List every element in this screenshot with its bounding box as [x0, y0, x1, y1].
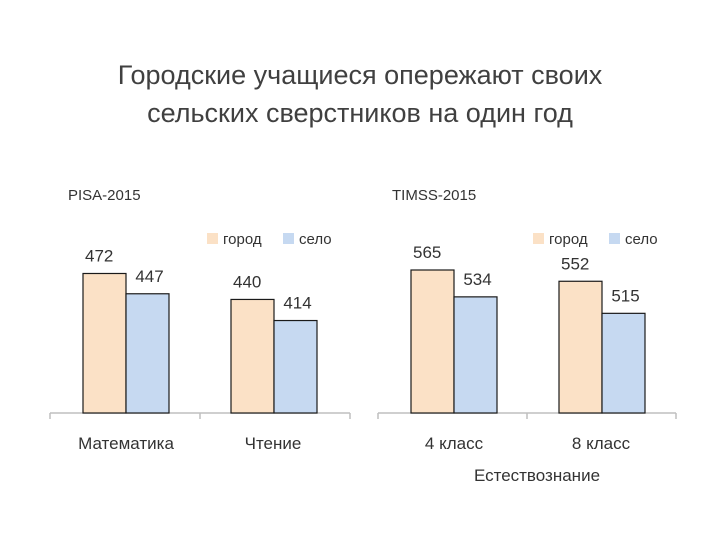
timss-legend-swatch-city: [533, 233, 544, 244]
pisa-category-label-1: Чтение: [245, 434, 302, 453]
pisa-value-label-village-1: 414: [283, 294, 311, 313]
pisa-bar-village-1: [273, 319, 318, 414]
slide-title-line-1: Городские учащиеся опережают своих: [117, 60, 603, 90]
timss-legend-label-village: село: [625, 231, 658, 248]
slide-title-line-2: сельских сверстников на один год: [147, 98, 573, 128]
timss-category-label-1: 8 класс: [572, 434, 631, 453]
slide-title: Городские учащиеся опережают своих сельс…: [0, 56, 720, 132]
timss-value-label-village-1: 515: [611, 286, 639, 305]
timss-category-label-0: 4 класс: [425, 434, 484, 453]
timss-chart-title: TIMSS-2015: [392, 187, 476, 204]
pisa-bar-city-1: [230, 298, 275, 414]
pisa-legend-label-city: город: [223, 231, 262, 248]
pisa-legend-label-village: село: [299, 231, 332, 248]
pisa-value-label-city-1: 440: [233, 272, 261, 291]
timss-value-label-village-0: 534: [463, 270, 491, 289]
timss-bar-village-0: [453, 296, 498, 414]
timss-x-axis-label: Естествознание: [474, 466, 600, 485]
pisa-legend-swatch-village: [283, 233, 294, 244]
timss-value-label-city-1: 552: [561, 254, 589, 273]
timss-bar-city-1: [558, 280, 603, 414]
pisa-value-label-city-0: 472: [85, 246, 113, 265]
pisa-bar-city-0: [82, 272, 127, 414]
timss-value-label-city-0: 565: [413, 243, 441, 262]
pisa-value-label-village-0: 447: [135, 267, 163, 286]
pisa-chart-title: PISA-2015: [68, 187, 141, 204]
pisa-bar-village-0: [125, 293, 170, 414]
pisa-category-label-0: Математика: [78, 434, 174, 453]
pisa-legend-swatch-city: [207, 233, 218, 244]
timss-legend-label-city: город: [549, 231, 588, 248]
timss-bar-village-1: [601, 312, 646, 414]
timss-legend-swatch-village: [609, 233, 620, 244]
timss-bar-city-0: [410, 269, 455, 414]
